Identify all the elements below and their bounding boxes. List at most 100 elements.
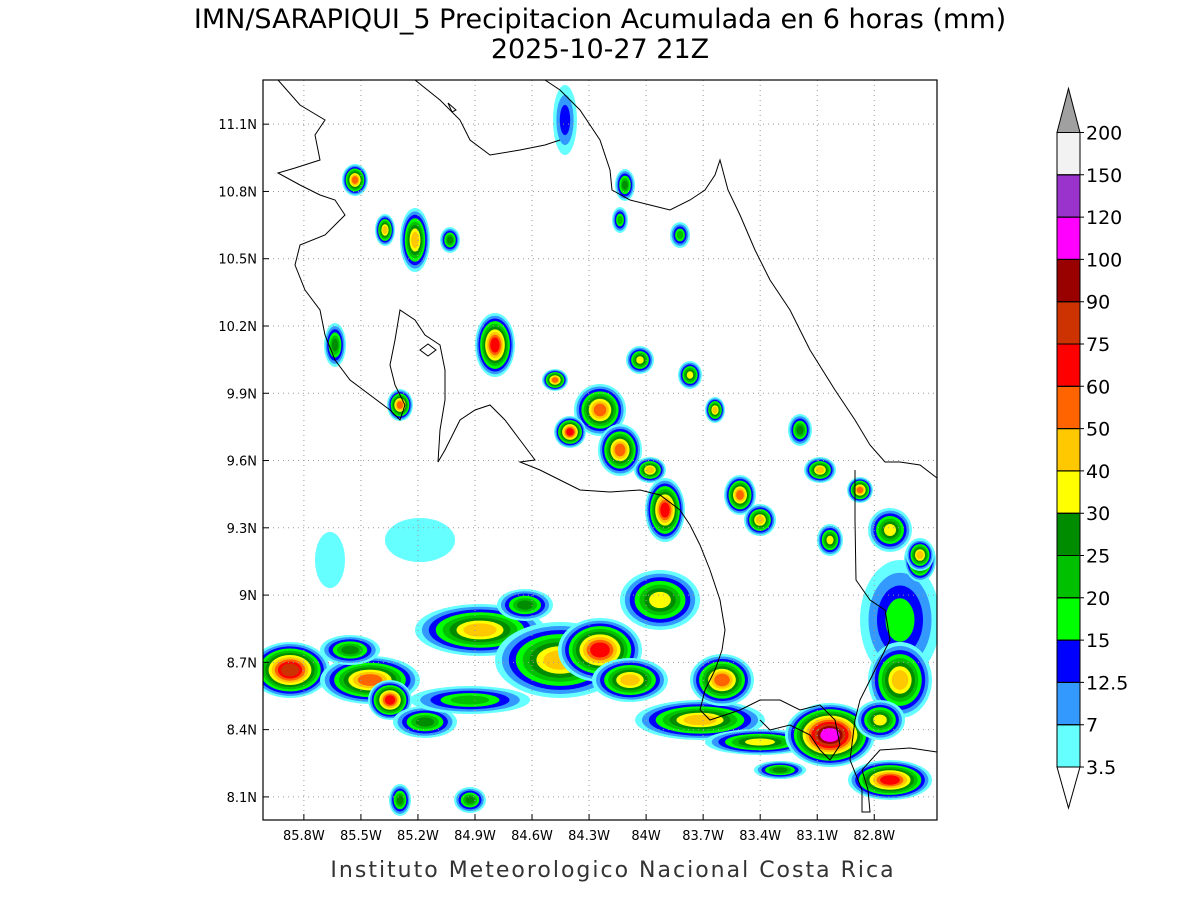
y-tick-label: 9.3N (227, 522, 257, 537)
precip-contour (593, 403, 607, 417)
precip-contour (382, 225, 388, 235)
precip-cell (368, 680, 412, 720)
title: IMN/SARAPIQUI_5 Precipitacion Acumulada … (194, 4, 1006, 35)
precip-contour (880, 775, 900, 785)
precip-contour (385, 518, 455, 562)
precip-contour (885, 598, 915, 642)
precip-cell (847, 477, 873, 503)
colorbar-box (1056, 216, 1081, 260)
precip-cell (635, 700, 765, 740)
precip-cell (320, 656, 420, 704)
precip-contour (396, 401, 404, 409)
precip-cell (868, 642, 932, 718)
precip-cell (320, 635, 380, 665)
colorbar-label: 200 (1086, 123, 1122, 145)
x-tick-label: 84.6W (511, 829, 553, 844)
precip-cell (315, 532, 345, 588)
footer: Instituto Meteorologico Nacional Costa R… (330, 858, 895, 883)
precip-cell (754, 761, 806, 779)
precip-contour (490, 337, 500, 353)
precip-contour (566, 428, 574, 436)
coastlines (276, 80, 937, 813)
precip-cell (906, 539, 934, 571)
precip-contour (736, 490, 744, 500)
y-tick-label: 10.8N (218, 185, 257, 200)
precip-cell (454, 787, 486, 813)
precip-contour (415, 717, 435, 727)
precip-contour (463, 623, 497, 637)
precip-contour (396, 795, 404, 805)
precip-contour (617, 215, 623, 225)
precip-cell (804, 457, 836, 483)
precip-contour (590, 642, 610, 658)
precip-cell (385, 518, 455, 562)
precip-field (263, 85, 937, 816)
colorbar-extend-high (1056, 86, 1081, 133)
precip-cell (615, 169, 635, 201)
x-tick-label: 83.1W (796, 829, 838, 844)
x-tick-label: 85.5W (340, 829, 382, 844)
precip-contour (516, 600, 534, 610)
subtitle: 2025-10-27 21Z (491, 34, 709, 65)
precip-contour (447, 236, 453, 244)
precip-contour (772, 767, 788, 773)
precip-cell (690, 654, 754, 706)
colorbar-label: 75 (1086, 334, 1110, 356)
colorbar-box (1056, 724, 1081, 768)
x-tick-label: 84W (631, 829, 661, 844)
colorbar-label: 30 (1086, 503, 1110, 525)
precip-cell (855, 700, 905, 740)
precip-contour (745, 738, 775, 746)
precip-contour (815, 466, 825, 474)
precip-contour (614, 443, 626, 457)
precip-contour (636, 356, 644, 364)
precip-cell (554, 416, 586, 448)
colorbar-box (1056, 301, 1081, 345)
colorbar-box (1056, 681, 1081, 726)
border (849, 470, 937, 813)
precip-cell (387, 389, 413, 421)
precip-contour (622, 180, 628, 190)
precip-contour (796, 425, 804, 435)
precip-cell (342, 164, 368, 196)
y-tick-label: 10.2N (218, 320, 257, 335)
precip-cell (542, 369, 568, 391)
precip-cell (553, 85, 577, 155)
precip-contour (645, 466, 655, 474)
precip-contour (351, 176, 359, 184)
x-tick-label: 83.4W (739, 829, 781, 844)
precip-cell (497, 589, 553, 621)
y-tick-label: 8.7N (227, 656, 257, 671)
precip-cell (400, 208, 430, 272)
colorbar-label: 25 (1086, 546, 1110, 568)
precip-contour (357, 674, 383, 686)
precip-cell (705, 729, 815, 755)
colorbar-label: 40 (1086, 461, 1110, 483)
precip-contour (465, 796, 475, 804)
coastline (699, 649, 841, 761)
precip-contour (660, 502, 670, 518)
x-tick-label: 84.9W (454, 829, 496, 844)
colorbar-label: 100 (1086, 249, 1122, 271)
colorbar-extend-low (1056, 766, 1081, 810)
precip-cell (670, 222, 690, 248)
precip-contour (620, 674, 640, 686)
precip-cell (634, 457, 666, 483)
precip-contour (551, 377, 559, 383)
coastline (544, 80, 937, 479)
y-tick-label: 10.5N (218, 253, 257, 268)
colorbar-label: 7 (1086, 715, 1098, 737)
colorbar-box (1056, 132, 1081, 176)
colorbar-box (1056, 639, 1081, 683)
precip-cell (724, 475, 756, 515)
colorbar-label: 20 (1086, 588, 1110, 610)
colorbar-box (1056, 385, 1081, 430)
colorbar-label: 3.5 (1086, 757, 1116, 779)
coastline (276, 80, 726, 651)
precip-cell (788, 414, 812, 446)
precip-contour (683, 714, 717, 726)
precip-cell (848, 760, 932, 800)
y-tick-label: 11.1N (218, 118, 257, 133)
precip-contour (649, 591, 671, 609)
